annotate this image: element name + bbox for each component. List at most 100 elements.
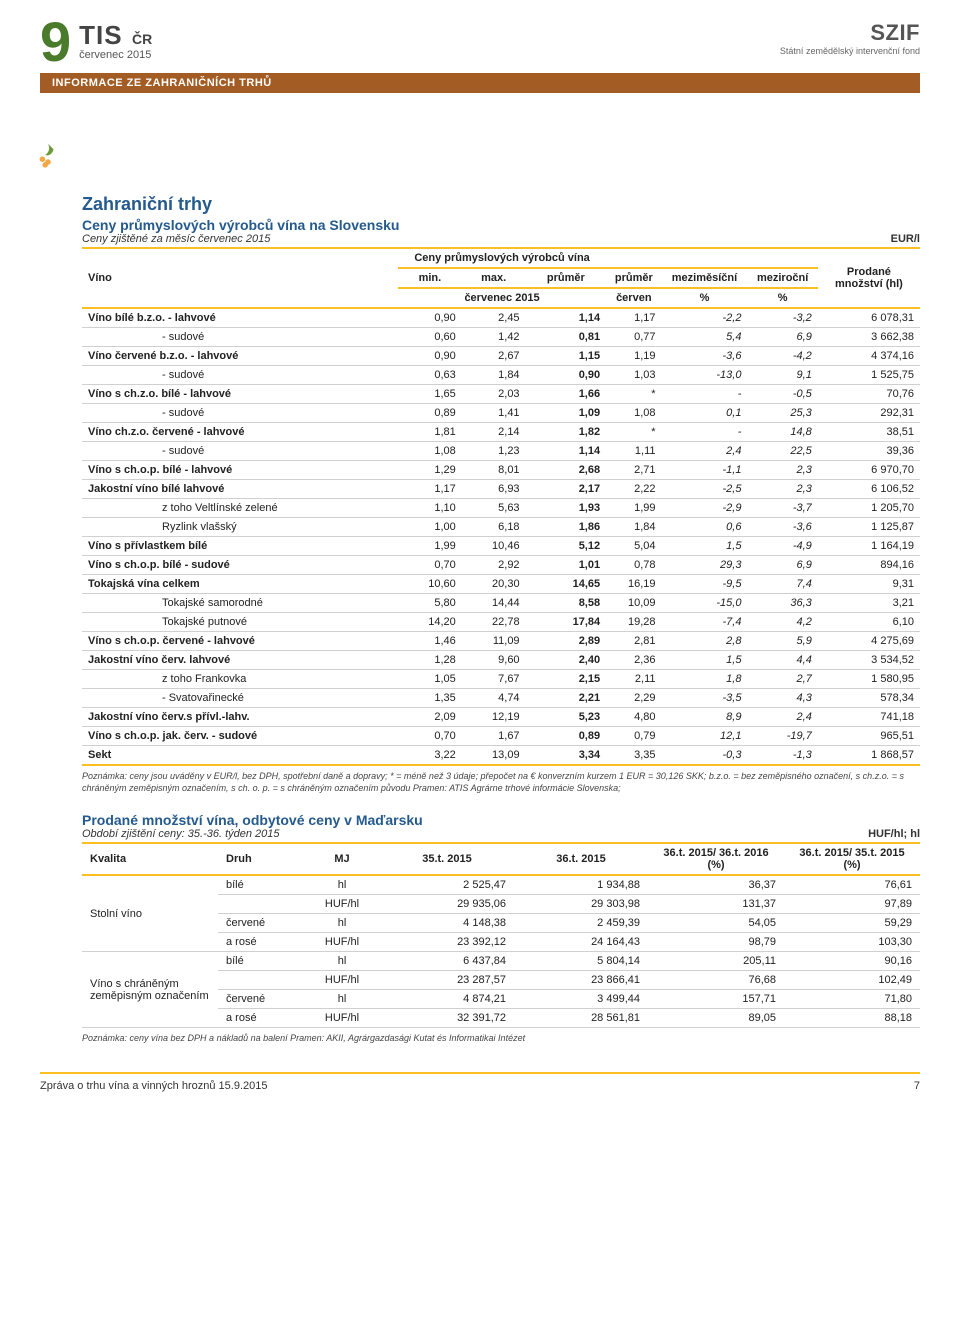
- th-pct2: %: [747, 288, 817, 308]
- cell: 0,70: [398, 555, 462, 574]
- cell: 741,18: [818, 707, 920, 726]
- cell: -3,2: [747, 308, 817, 328]
- section-bar-text: INFORMACE ZE ZAHRANIČNÍCH TRHŮ: [52, 77, 272, 89]
- table-row: Stolní vínobíléhl2 525,471 934,8836,3776…: [82, 875, 920, 895]
- th-jun: červen: [606, 288, 661, 308]
- cell: 71,80: [784, 990, 920, 1009]
- cell: -1,1: [662, 460, 748, 479]
- cell: 1,99: [606, 498, 661, 517]
- cell: 2,29: [606, 688, 661, 707]
- cell: 5 804,14: [514, 952, 648, 971]
- page-header: 9 TIS ČR červenec 2015 SZIF Státní zeměd…: [40, 0, 920, 65]
- cell: 8,01: [462, 460, 526, 479]
- table-row: - sudové0,601,420,810,775,46,93 662,38: [82, 327, 920, 346]
- sk-note: Poznámka: ceny jsou uváděny v EUR/l, bez…: [82, 764, 920, 794]
- cell: -15,0: [662, 593, 748, 612]
- table-row: Jakostní víno červ.s přívl.-lahv.2,0912,…: [82, 707, 920, 726]
- cell: 5,12: [526, 536, 607, 555]
- cell-mj: hl: [304, 875, 380, 895]
- th-group: Ceny průmyslových výrobců vína: [398, 248, 606, 268]
- cell: 4 374,16: [818, 346, 920, 365]
- cell: 22,5: [747, 441, 817, 460]
- cell: 2,3: [747, 479, 817, 498]
- cell: 5,80: [398, 593, 462, 612]
- table-row: Ryzlink vlašský1,006,181,861,840,6-3,61 …: [82, 517, 920, 536]
- cell: 8,9: [662, 707, 748, 726]
- cell: 103,30: [784, 933, 920, 952]
- cell: 2,22: [606, 479, 661, 498]
- grape-icon: [34, 141, 62, 169]
- cell: 7,4: [747, 574, 817, 593]
- cell-mj: HUF/hl: [304, 1009, 380, 1028]
- table-row: Víno s ch.o.p. bílé - sudové0,702,921,01…: [82, 555, 920, 574]
- cell: -2,2: [662, 308, 748, 328]
- logo-right: SZIF Státní zemědělský intervenční fond: [780, 20, 920, 56]
- cell: -19,7: [747, 726, 817, 745]
- cell: 3,22: [398, 745, 462, 764]
- cell: -3,5: [662, 688, 748, 707]
- cell: 9,1: [747, 365, 817, 384]
- hu-period: Období zjištění ceny: 35.-36. týden 2015: [82, 828, 280, 840]
- cell: 14,20: [398, 612, 462, 631]
- cell: 1,19: [606, 346, 661, 365]
- cell: -: [662, 422, 748, 441]
- cell: 38,51: [818, 422, 920, 441]
- cell: 1,29: [398, 460, 462, 479]
- cell: 13,09: [462, 745, 526, 764]
- cell: *: [606, 384, 661, 403]
- cell: 578,34: [818, 688, 920, 707]
- cell: 1,84: [606, 517, 661, 536]
- brand-tis: TIS: [79, 20, 122, 50]
- cell: 0,77: [606, 327, 661, 346]
- th-w36: 36.t. 2015: [514, 843, 648, 875]
- cell: 32 391,72: [380, 1009, 514, 1028]
- cell: 2 525,47: [380, 875, 514, 895]
- cell: 9,31: [818, 574, 920, 593]
- cell: -3,6: [747, 517, 817, 536]
- cell: 89,05: [648, 1009, 784, 1028]
- th-d2: 36.t. 2015/ 35.t. 2015 (%): [784, 843, 920, 875]
- row-label: Víno ch.z.o. červené - lahvové: [82, 422, 398, 441]
- cell: 23 287,57: [380, 971, 514, 990]
- cell: 1,93: [526, 498, 607, 517]
- cell: 76,61: [784, 875, 920, 895]
- cell: 7,67: [462, 669, 526, 688]
- cell: -2,9: [662, 498, 748, 517]
- issue-number: 9: [40, 20, 71, 65]
- cell: 2,89: [526, 631, 607, 650]
- cell: 2 459,39: [514, 914, 648, 933]
- cell: 0,79: [606, 726, 661, 745]
- cell: 102,49: [784, 971, 920, 990]
- szif-name: SZIF: [780, 20, 920, 46]
- cell: 23 392,12: [380, 933, 514, 952]
- cell: 2,7: [747, 669, 817, 688]
- cell: 0,90: [398, 346, 462, 365]
- cell: 3,21: [818, 593, 920, 612]
- cell: 131,37: [648, 895, 784, 914]
- sk-unit: EUR/l: [891, 233, 920, 245]
- cell: 1 525,75: [818, 365, 920, 384]
- cell: 6 078,31: [818, 308, 920, 328]
- row-label: Jakostní víno červ.s přívl.-lahv.: [82, 707, 398, 726]
- sk-title: Zahraniční trhy: [82, 194, 920, 215]
- cell: 1 934,88: [514, 875, 648, 895]
- cell: -9,5: [662, 574, 748, 593]
- row-label: z toho Frankovka: [82, 669, 398, 688]
- cell: 4,74: [462, 688, 526, 707]
- cell: 2,09: [398, 707, 462, 726]
- cell: 2,15: [526, 669, 607, 688]
- footer-page: 7: [914, 1080, 920, 1092]
- table-row: Víno červené b.z.o. - lahvové0,902,671,1…: [82, 346, 920, 365]
- cell: 1,86: [526, 517, 607, 536]
- cell-mj: hl: [304, 952, 380, 971]
- table-row: Víno s chráněným zeměpisným označenímbíl…: [82, 952, 920, 971]
- th-yy: meziroční: [747, 268, 817, 288]
- cell: 1,23: [462, 441, 526, 460]
- cell: 97,89: [784, 895, 920, 914]
- row-label: Tokajské putnové: [82, 612, 398, 631]
- cell: 2,21: [526, 688, 607, 707]
- cell-mj: HUF/hl: [304, 971, 380, 990]
- cell: 205,11: [648, 952, 784, 971]
- cell: 3 499,44: [514, 990, 648, 1009]
- th-pct1: %: [662, 288, 748, 308]
